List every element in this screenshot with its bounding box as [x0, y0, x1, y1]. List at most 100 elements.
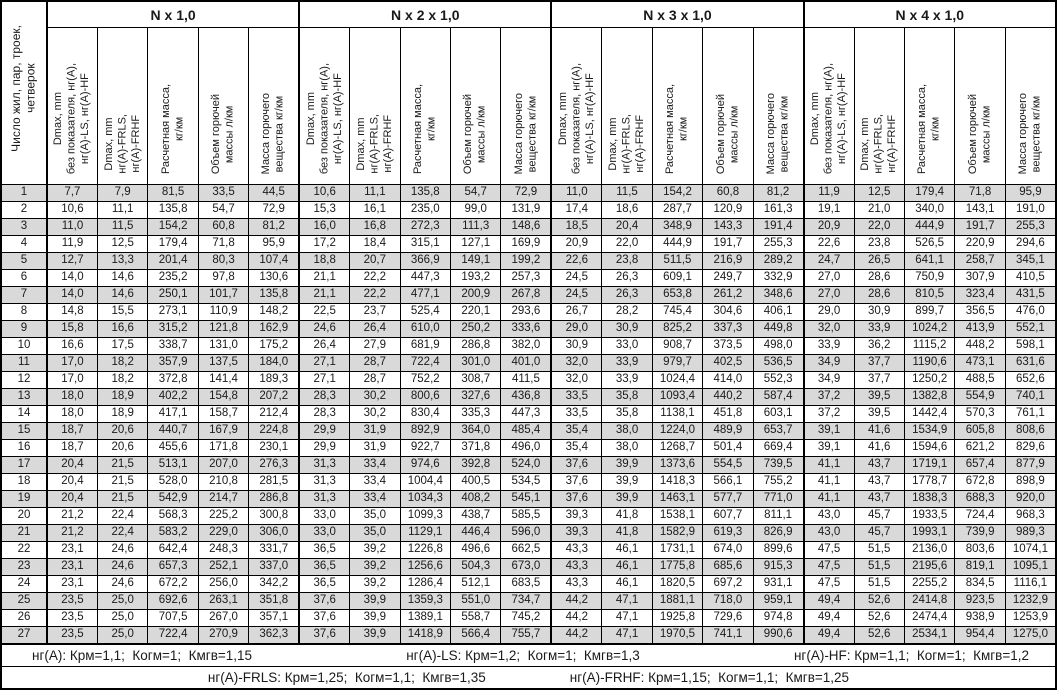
data-cell: 110,9 — [197, 303, 250, 321]
data-cell: 258,7 — [954, 252, 1006, 270]
data-cell: 603,1 — [752, 405, 805, 423]
data-cell: 43,3 — [550, 575, 603, 593]
data-cell: 44,2 — [550, 609, 603, 627]
data-cell: 408,2 — [449, 490, 502, 508]
data-cell: 33,5 — [550, 388, 603, 406]
data-cell: 357,1 — [248, 609, 300, 627]
data-cell: 11,1 — [96, 201, 149, 219]
data-cell: 476,0 — [1004, 303, 1057, 321]
data-cell: 39,1 — [802, 422, 855, 440]
data-cell: 688,3 — [954, 490, 1006, 508]
data-cell: 148,2 — [248, 303, 300, 321]
data-cell: 39,2 — [349, 575, 401, 593]
column-header-label: Масса горючего вещества кг/км — [1017, 92, 1043, 174]
data-cell: 26,4 — [298, 337, 351, 355]
data-cell: 175,2 — [248, 337, 300, 355]
data-cell: 528,0 — [147, 473, 199, 491]
data-cell: 968,3 — [1004, 507, 1057, 525]
data-cell: 263,1 — [197, 592, 250, 610]
row-number-cell: 23 — [0, 558, 48, 576]
table-row: 18 20,4 21,5 528,0 210,8 281,5 31,3 33,4 1004,4 4… — [0, 473, 1057, 491]
data-cell: 179,4 — [903, 184, 956, 202]
data-cell: 605,8 — [954, 422, 1006, 440]
data-cell: 33,4 — [349, 473, 401, 491]
data-cell: 473,1 — [954, 354, 1006, 372]
data-cell: 22,6 — [550, 252, 603, 270]
data-cell: 22,5 — [298, 303, 351, 321]
data-cell: 20,9 — [802, 218, 855, 236]
data-cell: 653,7 — [752, 422, 805, 440]
data-cell: 11,5 — [601, 184, 653, 202]
data-cell: 598,1 — [1004, 337, 1057, 355]
data-cell: 225,2 — [197, 507, 250, 525]
column-header-label: Расчетная масса, кг/км — [916, 83, 942, 174]
data-cell: 11,9 — [802, 184, 855, 202]
data-cell: 681,9 — [399, 337, 452, 355]
footnote-row-2: нг(А)-FRLS: Крм=1,25; Когм=1,1; Кмгв=1,3… — [0, 666, 1057, 690]
data-cell: 95,9 — [1004, 184, 1057, 202]
data-cell: 1970,5 — [651, 626, 704, 645]
data-cell: 41,1 — [802, 473, 855, 491]
data-cell: 60,8 — [702, 184, 754, 202]
data-cell: 33,5 — [197, 184, 250, 202]
data-cell: 28,6 — [853, 286, 905, 304]
data-cell: 11,0 — [45, 218, 98, 236]
data-cell: 724,4 — [954, 507, 1006, 525]
data-cell: 26,4 — [349, 320, 401, 338]
data-cell: 23,1 — [45, 575, 98, 593]
data-cell: 348,9 — [651, 218, 704, 236]
data-cell: 30,9 — [601, 320, 653, 338]
data-cell: 24,5 — [550, 286, 603, 304]
data-cell: 38,0 — [601, 422, 653, 440]
row-number-cell: 2 — [0, 201, 48, 219]
data-cell: 1463,1 — [651, 490, 704, 508]
data-cell: 607,7 — [702, 507, 754, 525]
data-cell: 41,8 — [601, 524, 653, 542]
footnote-line-1: нг(А): Крм=1,1; Когм=1; Кмгв=1,15 нг(А)-… — [2, 648, 1055, 663]
column-header-label: Расчетная масса, кг/км — [664, 83, 690, 174]
data-cell: 143,1 — [954, 201, 1006, 219]
data-cell: 568,3 — [147, 507, 199, 525]
data-cell: 207,0 — [197, 456, 250, 474]
column-header-label: Масса горючего вещества кг/км — [260, 92, 286, 174]
data-cell: 1838,3 — [903, 490, 956, 508]
data-cell: 45,7 — [853, 524, 905, 542]
data-cell: 1373,6 — [651, 456, 704, 474]
data-cell: 235,2 — [147, 269, 199, 287]
data-cell: 14,6 — [96, 269, 149, 287]
row-number-cell: 1 — [0, 184, 48, 202]
data-cell: 669,4 — [752, 439, 805, 457]
data-cell: 382,0 — [500, 337, 552, 355]
data-cell: 1250,2 — [903, 371, 956, 389]
data-cell: 33,0 — [601, 337, 653, 355]
column-header-cell: Расчетная масса, кг/км — [651, 27, 704, 185]
data-cell: 26,7 — [550, 303, 603, 321]
column-header-cell: Расчетная масса, кг/км — [399, 27, 452, 185]
data-cell: 1095,1 — [1004, 558, 1057, 576]
data-cell: 189,3 — [248, 371, 300, 389]
data-cell: 229,0 — [197, 524, 250, 542]
data-cell: 18,0 — [45, 388, 98, 406]
data-cell: 22,4 — [96, 507, 149, 525]
data-cell: 610,0 — [399, 320, 452, 338]
data-cell: 28,7 — [349, 354, 401, 372]
table-row: 10 16,6 17,5 338,7 131,0 175,2 26,4 27,9 681,9 28… — [0, 337, 1057, 355]
data-cell: 16,8 — [349, 218, 401, 236]
data-cell: 37,6 — [298, 626, 351, 645]
data-cell: 72,9 — [500, 184, 552, 202]
data-cell: 199,2 — [500, 252, 552, 270]
data-cell: 12,5 — [853, 184, 905, 202]
data-cell: 289,2 — [752, 252, 805, 270]
data-cell: 81,2 — [248, 218, 300, 236]
data-cell: 39,9 — [601, 490, 653, 508]
column-header-label: Объем горючей массы л/км — [966, 93, 993, 174]
data-cell: 657,3 — [147, 558, 199, 576]
data-cell: 220,9 — [954, 235, 1006, 253]
row-number-cell: 7 — [0, 286, 48, 304]
data-cell: 1226,8 — [399, 541, 452, 559]
data-cell: 16,6 — [45, 337, 98, 355]
data-cell: 337,3 — [702, 320, 754, 338]
footnote-row-1: нг(А): Крм=1,1; Когм=1; Кмгв=1,15 нг(А)-… — [0, 643, 1057, 667]
data-cell: 745,2 — [500, 609, 552, 627]
data-cell: 525,4 — [399, 303, 452, 321]
